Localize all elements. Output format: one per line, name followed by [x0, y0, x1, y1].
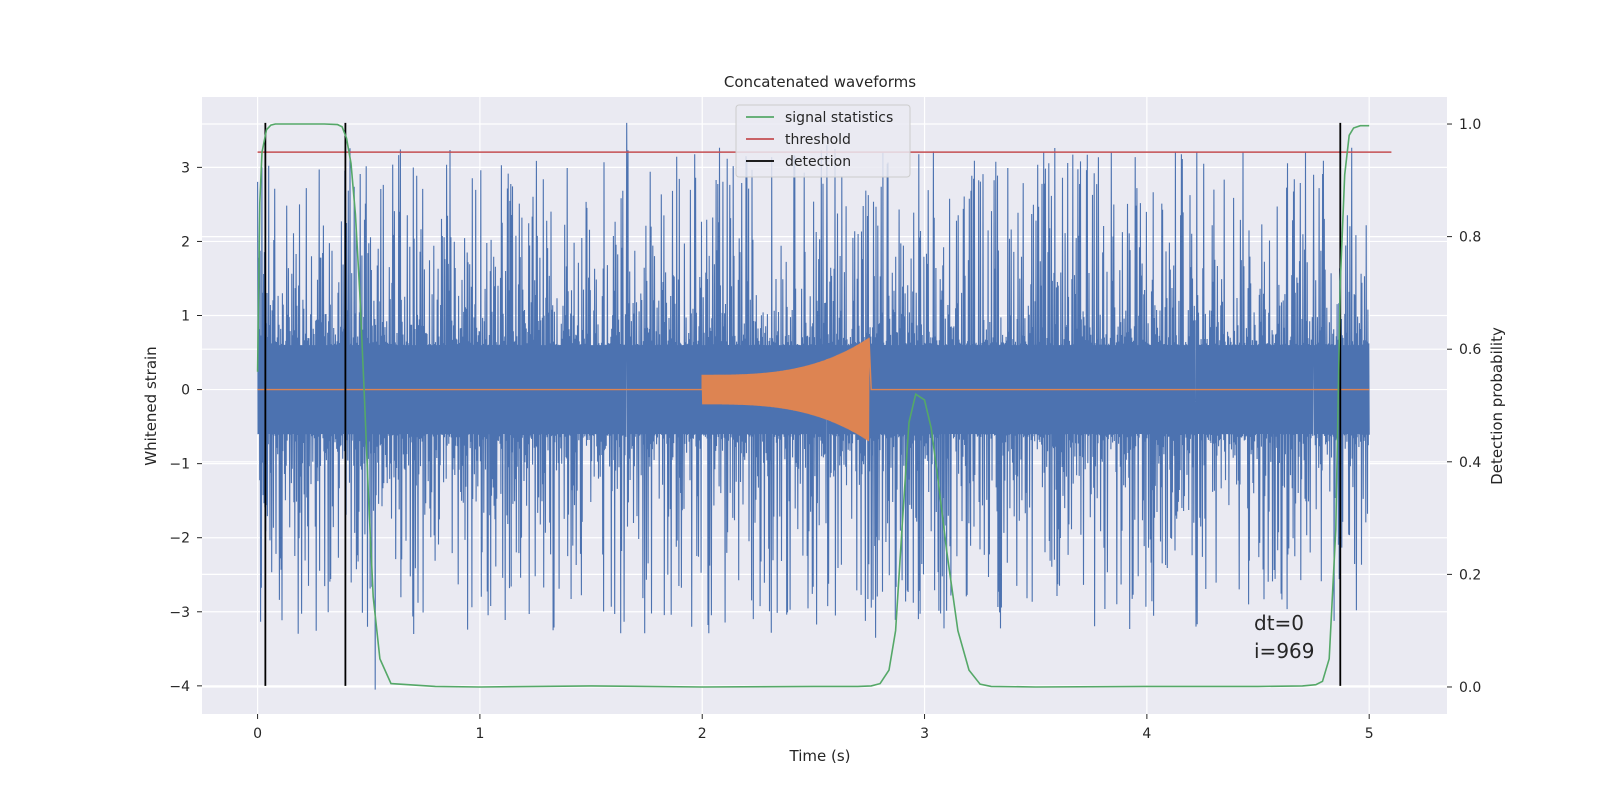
- axes-layer: 0 1 2 3 4 5 −4 −3 −2 −1 0 1 2 3 0.0 0.2 0.4 0.6 0.8 1.0: [169, 117, 1481, 742]
- y-tick-label: −3: [169, 605, 190, 621]
- annotation: dt=0 i=969: [1254, 611, 1315, 663]
- legend-label: threshold: [785, 132, 851, 148]
- x-tick-label: 0: [253, 726, 262, 742]
- legend-box: [735, 104, 911, 178]
- injected-waveform-line: [257, 337, 1370, 442]
- legend-label: signal statistics: [785, 110, 893, 126]
- y-tick-label: −1: [169, 457, 190, 473]
- y2-tick-label: 0.0: [1459, 680, 1481, 696]
- y2-tick-label: 0.2: [1459, 567, 1481, 583]
- y-tick-label: 0: [181, 383, 190, 399]
- x-axis-label: Time (s): [789, 747, 851, 765]
- y-tick-label: −2: [169, 531, 190, 547]
- y2-tick-label: 0.8: [1459, 230, 1481, 246]
- y2-tick-label: 0.4: [1459, 455, 1481, 471]
- annotation-dt: dt=0: [1254, 611, 1304, 635]
- y-tick-label: 2: [181, 234, 190, 250]
- y-tick-label: 1: [181, 309, 190, 325]
- x-tick-label: 1: [475, 726, 484, 742]
- x-tick-label: 3: [920, 726, 929, 742]
- legend-label: detection: [785, 154, 851, 170]
- series-layer: [256, 122, 1392, 690]
- signal-statistics-line: [256, 123, 1370, 688]
- y2-axis-label: Detection probability: [1488, 327, 1506, 485]
- annotation-index: i=969: [1254, 639, 1315, 663]
- legend: signal statistics threshold detection: [735, 104, 911, 178]
- y-axis-label: Whitened strain: [142, 346, 160, 465]
- y2-tick-label: 0.6: [1459, 342, 1481, 358]
- x-tick-label: 5: [1365, 726, 1374, 742]
- y-tick-label: −4: [169, 679, 190, 695]
- chart-title: Concatenated waveforms: [724, 73, 916, 91]
- x-tick-label: 4: [1142, 726, 1151, 742]
- y-tick-label: 3: [181, 160, 190, 176]
- y2-tick-label: 1.0: [1459, 117, 1481, 133]
- x-tick-label: 2: [698, 726, 707, 742]
